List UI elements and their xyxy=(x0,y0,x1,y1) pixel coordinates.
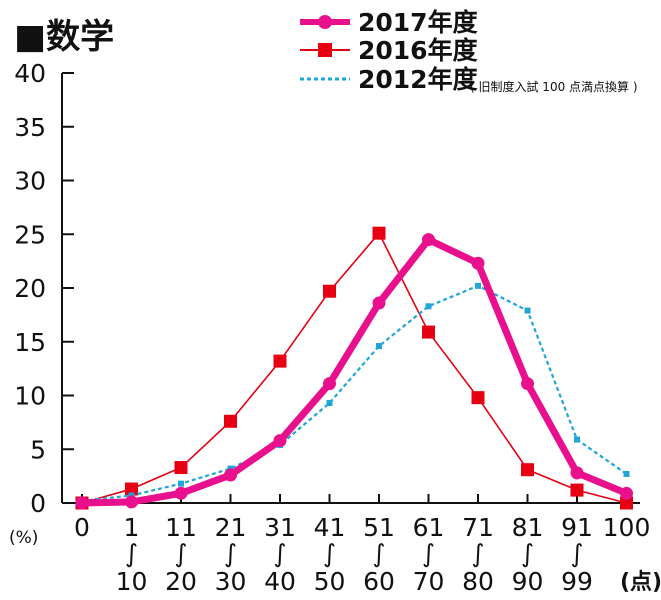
series-line-2016 xyxy=(81,232,628,504)
data-point-2017 xyxy=(323,377,336,391)
x-tick-label-bottom: 10 xyxy=(116,567,148,596)
x-tick-range-mark: ∫ xyxy=(224,539,237,568)
data-point-2017 xyxy=(174,486,188,500)
x-tick-label-bottom: 30 xyxy=(215,567,247,596)
y-axis-unit: (%) xyxy=(9,528,38,548)
data-point-2016 xyxy=(372,226,386,240)
data-point-2017 xyxy=(521,377,534,391)
x-tick-label-top: 81 xyxy=(512,513,544,542)
y-tick-label: 30 xyxy=(14,167,46,196)
x-tick-label-top: 21 xyxy=(215,513,247,542)
data-point-2017 xyxy=(570,466,584,480)
data-point-2012 xyxy=(376,343,382,350)
data-point-2017 xyxy=(372,296,386,310)
x-tick-label-top: 100 xyxy=(603,513,651,542)
data-point-2017 xyxy=(273,434,287,448)
y-tick-label: 15 xyxy=(14,328,46,357)
x-tick-label-top: 41 xyxy=(314,513,346,542)
data-point-2012 xyxy=(623,470,630,477)
data-point-2016 xyxy=(323,284,336,298)
data-point-2016 xyxy=(620,496,633,510)
x-tick-label-top: 51 xyxy=(363,513,395,542)
data-point-2016 xyxy=(224,414,237,428)
legend: 2017年度 2016年度 2012年度 ( 旧制度入試 100 点満点換算 ) xyxy=(300,8,638,94)
data-point-2017 xyxy=(620,486,633,500)
x-tick-range-mark: ∫ xyxy=(323,539,336,568)
x-tick-range-mark: ∫ xyxy=(372,539,385,568)
chart-title: ■数学 xyxy=(14,17,114,57)
data-point-2017 xyxy=(224,468,237,482)
data-point-2012 xyxy=(425,303,432,310)
x-tick-range-mark: ∫ xyxy=(471,539,484,568)
data-point-2016 xyxy=(422,325,435,339)
y-tick-label: 40 xyxy=(14,59,46,88)
legend-label-2016: 2016年度 xyxy=(358,36,478,65)
series-line-2012 xyxy=(81,284,628,502)
y-tick-label: 5 xyxy=(30,435,46,464)
legend-marker-2017 xyxy=(318,15,332,29)
data-point-2017 xyxy=(471,256,485,270)
x-tick-label-top: 71 xyxy=(462,513,494,542)
data-point-2012 xyxy=(326,400,333,407)
x-tick-label-bottom: 20 xyxy=(165,567,197,596)
data-point-2017 xyxy=(422,233,435,247)
legend-label-2017: 2017年度 xyxy=(358,8,478,37)
data-point-2017 xyxy=(125,495,138,509)
data-point-2016 xyxy=(521,463,534,477)
data-point-2016 xyxy=(273,354,287,368)
y-tick-label: 25 xyxy=(14,220,46,249)
x-tick-label-bottom: 60 xyxy=(363,567,395,596)
x-tick-range-mark: ∫ xyxy=(125,539,138,568)
legend-item-2017: 2017年度 xyxy=(300,8,478,37)
data-point-2012 xyxy=(524,307,531,314)
data-point-2016 xyxy=(174,461,188,475)
x-tick-range-mark: ∫ xyxy=(521,539,534,568)
x-tick-range-mark: ∫ xyxy=(422,539,435,568)
axes xyxy=(61,73,640,504)
y-tick-label: 10 xyxy=(14,382,46,411)
x-tick-label-bottom: 80 xyxy=(462,567,494,596)
y-ticks: 0 5 10 15 20 25 30 35 40 xyxy=(14,59,74,518)
data-point-2012 xyxy=(178,480,184,487)
legend-marker-2016 xyxy=(318,43,332,57)
legend-item-2016: 2016年度 xyxy=(300,36,478,65)
x-tick-range-mark: ∫ xyxy=(273,539,286,568)
x-tick-range-mark: ∫ xyxy=(570,539,583,568)
data-point-2016 xyxy=(570,483,584,497)
x-axis-unit: (点) xyxy=(620,569,661,595)
x-tick-label-bottom: 40 xyxy=(264,567,296,596)
plot-area xyxy=(75,226,633,510)
x-tick-label-bottom: 70 xyxy=(413,567,445,596)
y-tick-label: 20 xyxy=(14,274,46,303)
y-tick-label: 0 xyxy=(30,489,46,518)
x-tick-label-bottom: 90 xyxy=(512,567,544,596)
data-point-2012 xyxy=(475,282,481,289)
x-tick-label-top: 31 xyxy=(264,513,296,542)
x-tick-label-top: 91 xyxy=(561,513,593,542)
x-tick-label-top: 11 xyxy=(165,513,197,542)
x-tick-label-bottom: 99 xyxy=(561,567,593,596)
legend-item-2012: 2012年度 ( 旧制度入試 100 点満点換算 ) xyxy=(300,65,638,94)
x-tick-range-mark: ∫ xyxy=(174,539,187,568)
series-line-2017 xyxy=(78,236,630,507)
data-point-2016 xyxy=(125,482,138,496)
x-ticks: 0 1∫1011∫2021∫3031∫4041∫5051∫6061∫7071∫80… xyxy=(74,494,650,596)
data-point-2012 xyxy=(574,436,580,443)
data-point-2017 xyxy=(75,496,89,510)
data-point-2016 xyxy=(471,391,485,405)
x-tick-label-top: 0 xyxy=(74,513,90,542)
y-tick-label: 35 xyxy=(14,113,46,142)
legend-note-2012: ( 旧制度入試 100 点満点換算 ) xyxy=(470,79,638,94)
x-tick-label-top: 61 xyxy=(413,513,445,542)
x-tick-label-top: 1 xyxy=(124,513,140,542)
legend-label-2012: 2012年度 xyxy=(358,65,478,94)
x-tick-label-bottom: 50 xyxy=(314,567,346,596)
